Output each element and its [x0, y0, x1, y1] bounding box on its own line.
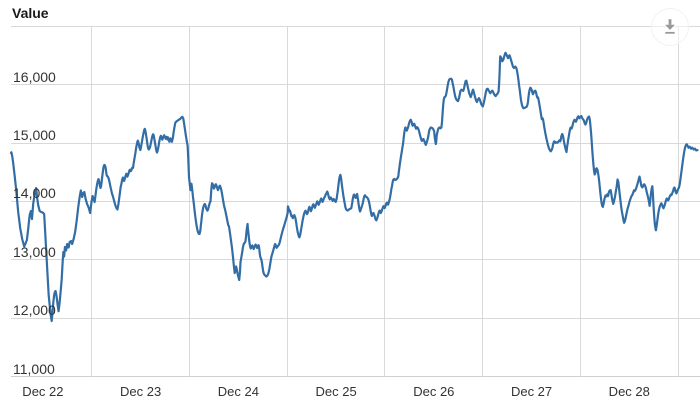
x-axis-label-dec-27: Dec 27 — [510, 384, 553, 399]
gridlines — [11, 26, 700, 377]
x-axis-label-dec-28: Dec 28 — [608, 384, 650, 399]
y-axis-label-12000: 12,000 — [13, 302, 56, 319]
download-arrow-icon — [665, 19, 675, 34]
y-axis-label-11000: 11,000 — [13, 360, 55, 377]
download-icon — [665, 19, 675, 34]
x-axis-label-dec-22: Dec 22 — [22, 384, 64, 399]
x-axis-label-dec-25: Dec 25 — [315, 384, 357, 399]
y-axis-label-14000: 14,000 — [13, 185, 56, 202]
value-series-line — [9, 51, 699, 323]
download-button[interactable] — [651, 8, 689, 46]
chart-title: Value — [12, 5, 49, 21]
x-axis-label-dec-26: Dec 26 — [413, 384, 455, 399]
y-axis-label-16000: 16,000 — [13, 68, 56, 85]
y-axis-label-13000: 13,000 — [13, 243, 56, 260]
x-axis-label-dec-23: Dec 23 — [120, 384, 162, 399]
y-axis-label-15000: 15,000 — [13, 127, 56, 144]
x-axis-label-dec-24: Dec 24 — [217, 384, 259, 399]
